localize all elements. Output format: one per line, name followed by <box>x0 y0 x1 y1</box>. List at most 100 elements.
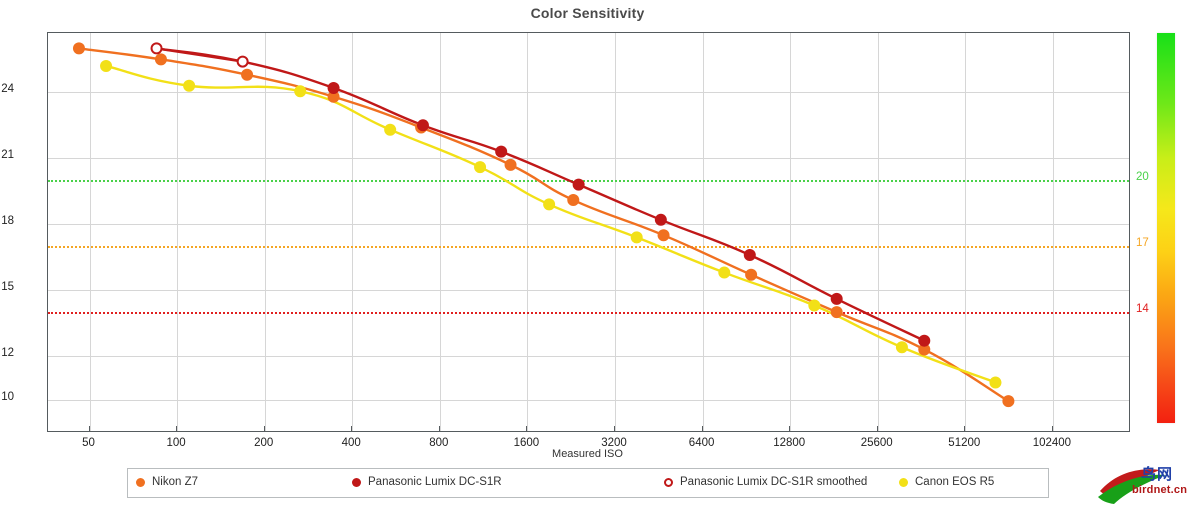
data-point[interactable] <box>657 229 670 242</box>
x-tick-mark <box>438 426 440 432</box>
data-point[interactable] <box>808 299 821 312</box>
x-tick-mark <box>88 426 90 432</box>
data-point[interactable] <box>745 268 758 281</box>
y-gridline <box>48 92 1129 94</box>
x-gridline <box>702 33 704 431</box>
reference-line <box>48 246 1129 249</box>
x-tick-label: 1600 <box>513 437 540 449</box>
x-gridline <box>615 33 616 431</box>
x-tick-mark <box>789 426 791 432</box>
y-tick-label: 15 <box>1 281 14 294</box>
legend-item[interactable]: Panasonic Lumix DC-S1R <box>352 476 502 488</box>
data-point[interactable] <box>918 334 931 347</box>
data-point[interactable] <box>830 292 843 305</box>
data-point[interactable] <box>241 68 254 81</box>
data-point[interactable] <box>474 161 487 174</box>
x-gridline <box>177 33 179 431</box>
reference-line-label: 17 <box>1136 237 1149 250</box>
data-point[interactable] <box>567 194 580 207</box>
legend-item[interactable]: Nikon Z7 <box>136 476 198 488</box>
x-tick-mark <box>176 426 178 432</box>
birdnet-logo-icon <box>1098 469 1166 504</box>
data-point[interactable] <box>154 53 167 66</box>
data-point[interactable] <box>718 266 731 279</box>
data-point[interactable] <box>572 178 585 191</box>
reference-line-label: 14 <box>1136 303 1149 316</box>
data-point[interactable] <box>830 306 843 319</box>
reference-line <box>48 312 1129 315</box>
data-point[interactable] <box>630 231 643 244</box>
legend-dot-icon <box>136 477 145 487</box>
legend-label: Panasonic Lumix DC-S1R smoothed <box>680 476 868 488</box>
x-tick-label: 400 <box>341 437 361 449</box>
data-point[interactable] <box>327 90 340 103</box>
x-tick-mark <box>701 426 703 432</box>
chart-title: Color Sensitivity <box>530 5 645 21</box>
color-scale-bar <box>1157 33 1175 423</box>
x-tick-label: 3200 <box>601 437 627 449</box>
series-line <box>104 64 997 384</box>
x-gridline <box>439 33 441 431</box>
data-point-open[interactable] <box>236 55 249 68</box>
data-point[interactable] <box>895 341 908 354</box>
data-point[interactable] <box>543 198 556 211</box>
legend: Nikon Z7 Panasonic Lumix DC-S1R Panasonic … <box>127 468 1049 498</box>
x-tick-mark <box>526 426 528 432</box>
reference-line <box>48 180 1129 183</box>
legend-label: Panasonic Lumix DC-S1R <box>368 476 502 488</box>
legend-item[interactable]: Panasonic Lumix DC-S1R smoothed <box>664 476 867 488</box>
data-point[interactable] <box>989 376 1002 389</box>
legend-label: Canon EOS R5 <box>915 476 995 488</box>
series-line <box>77 47 1010 403</box>
x-gridline <box>264 33 266 431</box>
data-point[interactable] <box>294 85 307 98</box>
x-tick-mark <box>351 426 353 432</box>
x-gridline <box>527 33 529 431</box>
x-axis-label: Measured ISO <box>552 448 623 460</box>
x-tick-label: 6400 <box>688 437 715 449</box>
data-point[interactable] <box>384 123 397 136</box>
x-tick-label: 50 <box>82 437 95 449</box>
data-point[interactable] <box>100 59 113 72</box>
y-tick-label: 18 <box>1 215 14 228</box>
x-tick-mark <box>876 426 878 432</box>
data-point[interactable] <box>918 343 931 356</box>
series-line <box>155 47 244 63</box>
legend-label: Nikon Z7 <box>152 476 199 488</box>
x-gridline <box>877 33 879 431</box>
legend-dot-icon <box>899 477 908 487</box>
y-gridline <box>48 356 1129 358</box>
x-tick-mark <box>263 426 265 432</box>
data-point[interactable] <box>327 81 340 94</box>
data-point[interactable] <box>504 158 517 171</box>
y-gridline <box>48 400 1129 401</box>
data-point[interactable] <box>72 42 85 55</box>
x-gridline <box>790 33 792 431</box>
y-gridline <box>48 158 1129 160</box>
x-tick-label: 25600 <box>860 437 893 449</box>
legend-item[interactable]: Canon EOS R5 <box>899 476 994 488</box>
y-tick-label: 12 <box>1 347 14 360</box>
x-gridline <box>965 33 967 431</box>
data-point[interactable] <box>1002 395 1015 408</box>
reference-line-label: 20 <box>1136 171 1149 184</box>
x-tick-mark <box>964 426 966 432</box>
data-point[interactable] <box>416 119 429 132</box>
y-tick-label: 21 <box>1 149 14 162</box>
data-point[interactable] <box>743 248 756 261</box>
y-gridline <box>48 290 1129 292</box>
x-tick-label: 102400 <box>1032 437 1072 449</box>
x-tick-label: 800 <box>429 437 449 449</box>
series-line <box>155 47 926 342</box>
data-point[interactable] <box>654 213 667 226</box>
data-point-open[interactable] <box>150 42 163 55</box>
x-tick-mark <box>1051 426 1053 432</box>
y-tick-label: 24 <box>1 83 14 96</box>
data-point[interactable] <box>183 79 196 92</box>
x-tick-label: 100 <box>166 437 186 449</box>
x-gridline <box>1052 33 1054 431</box>
logo-wordmark: 鸟网 <box>1141 466 1174 483</box>
x-gridline <box>352 33 354 431</box>
x-tick-label: 200 <box>254 437 274 449</box>
data-point[interactable] <box>495 145 508 158</box>
